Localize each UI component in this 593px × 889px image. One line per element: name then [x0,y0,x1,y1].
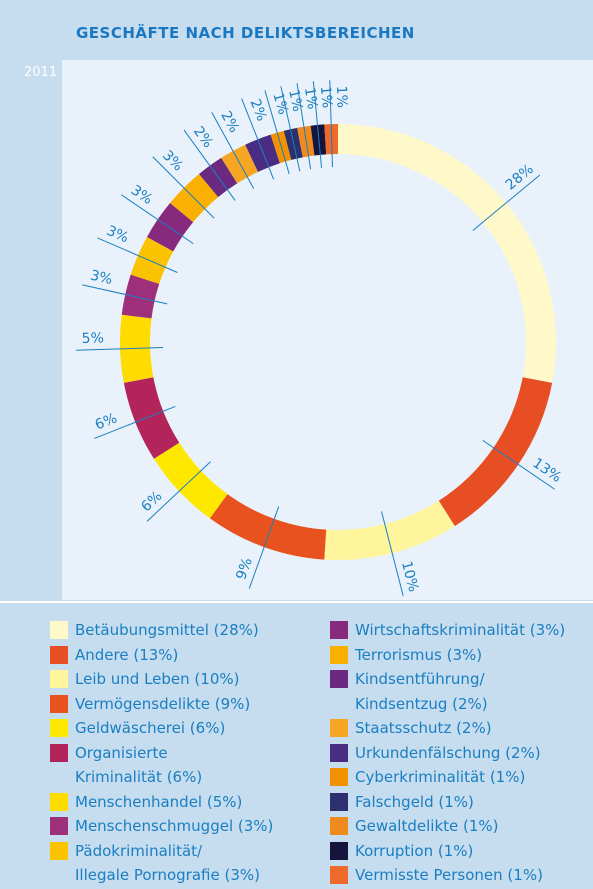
legend-label: Urkundenfälschung (2%) [355,743,541,762]
legend-swatch [50,719,68,737]
legend-label: Leib und Leben (10%) [75,670,240,688]
leader-line [248,506,280,589]
legend-swatch [330,768,348,786]
legend-swatch [50,670,68,688]
leader-line [152,156,215,219]
leader-line [280,86,301,172]
legend-label: Cyberkriminalität (1%) [355,768,526,786]
legend-label: Kindsentführung/ Kindsentzug (2%) [355,670,488,713]
legend-label: Pädokriminalität/ Illegale Pornografie (… [75,841,260,885]
legend-label: Organisierte Kriminalität (6%) [75,743,203,787]
donut-slice [121,274,160,319]
donut-slice [338,124,556,383]
leader-line [146,461,211,522]
donut-slice [123,377,180,459]
data-label: 3% [89,268,114,288]
legend-swatch [330,719,348,737]
donut-slice [221,144,258,184]
legend-label: Geldwäscherei (6%) [75,719,226,737]
legend-label: Wirtschaftskriminalität (3%) [355,621,566,639]
legend-label: Vermögensdelikte (9%) [75,694,251,713]
chart-title: GESCHÄFTE NACH DELIKTSBEREICHEN [76,23,415,42]
donut-slice [209,494,327,560]
data-label: 1% [333,85,350,108]
donut-slice [324,500,455,560]
data-label: 6% [93,410,120,433]
legend-label: Andere (13%) [75,645,179,664]
leader-line [76,346,164,351]
leader-line [381,511,404,596]
legend-label: Menschenhandel (5%) [75,792,243,811]
data-label: 2% [247,97,270,124]
legend-swatch [330,866,348,884]
year-label: 2011 [24,65,57,80]
leader-line [296,83,312,170]
legend-label: Terrorismus (3%) [355,645,483,664]
data-label: 1% [317,85,335,109]
donut-slice [245,134,280,172]
legend-label: Gewaltdelikte (1%) [355,817,499,835]
leader-line [82,284,168,305]
donut-slice [146,203,194,252]
leader-line [121,194,194,245]
data-label: 1% [269,91,291,117]
legend-swatch [50,817,68,835]
legend-label: Falschgeld (1%) [355,792,474,811]
donut-slice [438,377,553,527]
legend-swatch [50,694,68,713]
legend-swatch [50,841,68,860]
leader-line [482,439,555,490]
legend-label: Korruption (1%) [355,841,474,860]
legend-swatch [330,670,348,688]
legend-label: Betäubungsmittel (28%) [75,621,259,639]
leader-line [211,112,255,189]
legend-swatch [50,792,68,811]
legend-swatch [330,621,348,639]
leader-line [329,80,334,168]
legend-swatch [330,817,348,835]
legend-swatch [50,621,68,639]
data-label: 9% [233,556,256,582]
legend-label: Vermisste Personen (1%) [355,866,543,884]
data-label: 10% [398,560,421,594]
legend-swatch [330,645,348,664]
legend-swatch [330,841,348,860]
legend-swatch [50,743,68,762]
leader-line [312,81,323,168]
leader-line [264,90,290,175]
data-label: 5% [81,330,104,347]
leader-line [183,129,236,201]
donut-slice [130,236,174,284]
legend-swatch [330,792,348,811]
leader-line [94,405,176,439]
chart: GESCHÄFTE NACH DELIKTSBEREICHEN 2011 28%… [0,23,593,603]
legend-swatch [50,645,68,664]
legend-label: Staatsschutz (2%) [355,719,492,737]
legend-swatch [330,743,348,762]
leader-line [241,98,275,180]
leader-line [472,174,541,231]
legend-label: Menschenschmuggel (3%) [75,817,274,835]
leader-line [97,237,178,273]
